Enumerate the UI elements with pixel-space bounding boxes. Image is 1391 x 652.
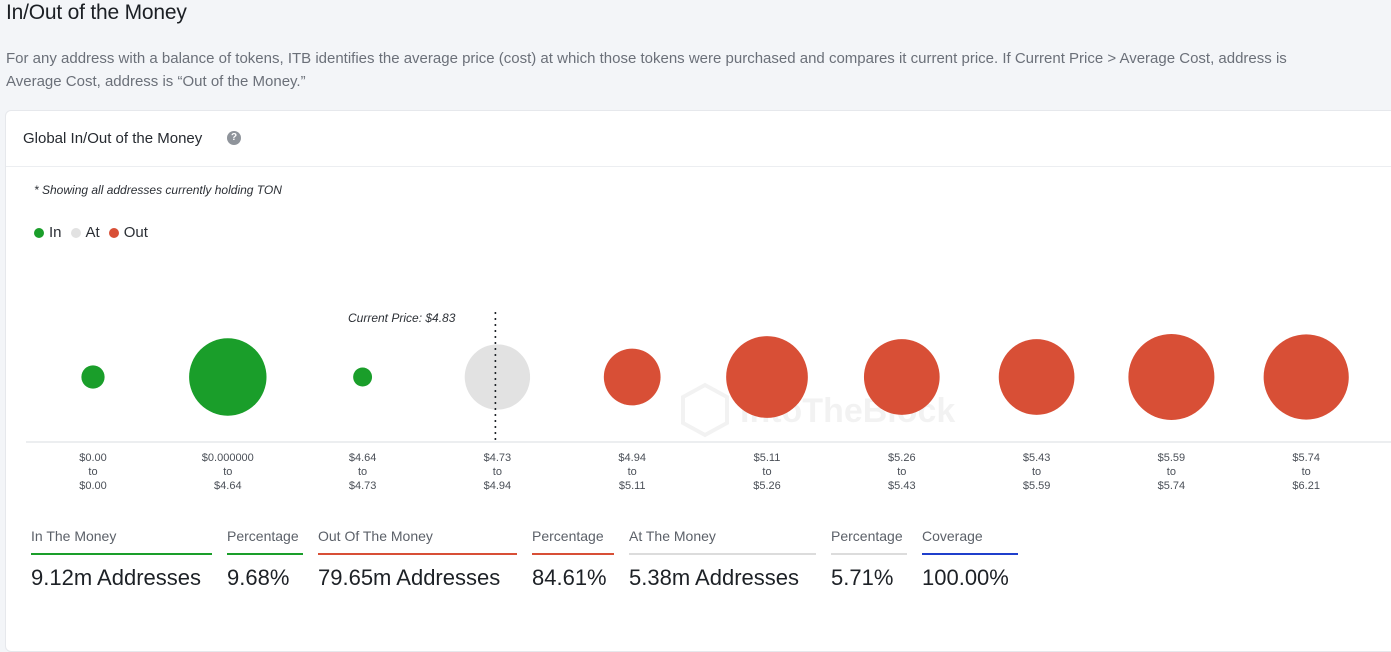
stat-value: 5.71% bbox=[831, 565, 894, 590]
stat-at-the-money: At The Money 5.38m Addresses bbox=[629, 528, 816, 591]
card-header: Global In/Out of the Money ? bbox=[6, 111, 1391, 167]
x-tick-label: $5.59 bbox=[1023, 480, 1051, 492]
stat-value: 100.00% bbox=[922, 565, 1009, 590]
description-line-1: For any address with a balance of tokens… bbox=[6, 50, 1287, 67]
x-tick-label: $5.11 bbox=[754, 452, 781, 464]
x-tick-label: $0.000000 bbox=[202, 452, 254, 464]
x-tick-label: to bbox=[358, 466, 367, 478]
legend-label-in: In bbox=[49, 224, 62, 241]
stat-value: 84.61% bbox=[532, 565, 607, 590]
legend-item-out[interactable]: Out bbox=[108, 224, 148, 241]
x-tick-label: $0.00 bbox=[79, 480, 107, 492]
x-tick-label: to bbox=[897, 466, 906, 478]
x-tick-label: to bbox=[223, 466, 232, 478]
x-tick-label: $6.21 bbox=[1292, 480, 1320, 492]
bubble-out[interactable] bbox=[1263, 334, 1349, 420]
stat-label: Percentage bbox=[831, 528, 907, 555]
current-price-label: Current Price: $4.83 bbox=[348, 311, 456, 325]
legend-dot-in bbox=[34, 227, 44, 238]
bubble-out[interactable] bbox=[998, 339, 1075, 415]
stat-value: 9.68% bbox=[227, 565, 290, 590]
x-tick-label: $0.00 bbox=[79, 452, 107, 464]
legend-item-in[interactable]: In bbox=[34, 224, 62, 241]
chart-legend: In At Out bbox=[34, 224, 157, 241]
x-tick-label: to bbox=[88, 466, 97, 478]
bubble-out[interactable] bbox=[603, 348, 661, 406]
stat-label: At The Money bbox=[629, 528, 816, 555]
x-tick-label: $4.73 bbox=[484, 452, 512, 464]
stat-label: Percentage bbox=[532, 528, 614, 555]
x-tick-label: $5.26 bbox=[888, 452, 916, 464]
x-tick-label: to bbox=[1032, 466, 1041, 478]
x-tick-label: $4.64 bbox=[349, 452, 377, 464]
x-tick-label: $5.11 bbox=[619, 480, 646, 492]
bubble-out[interactable] bbox=[863, 339, 940, 415]
stat-out-percentage: Percentage 84.61% bbox=[532, 528, 614, 591]
page-title: In/Out of the Money bbox=[6, 1, 187, 24]
legend-label-at: At bbox=[85, 224, 100, 241]
x-tick-label: $5.74 bbox=[1158, 480, 1186, 492]
stat-label: Coverage bbox=[922, 528, 1018, 555]
bubble-in[interactable] bbox=[81, 365, 105, 389]
bubble-in[interactable] bbox=[189, 338, 267, 416]
stat-in-the-money: In The Money 9.12m Addresses bbox=[31, 528, 212, 591]
x-tick-label: to bbox=[1167, 466, 1176, 478]
x-tick-label: $5.43 bbox=[888, 480, 916, 492]
x-tick-label: $5.26 bbox=[753, 480, 781, 492]
x-tick-label: $4.94 bbox=[484, 480, 512, 492]
bubble-out[interactable] bbox=[726, 336, 808, 418]
stat-value: 79.65m Addresses bbox=[318, 565, 501, 590]
x-tick-label: $5.59 bbox=[1158, 452, 1186, 464]
question-circle-icon[interactable]: ? bbox=[227, 131, 241, 145]
stat-in-percentage: Percentage 9.68% bbox=[227, 528, 303, 591]
page-description: For any address with a balance of tokens… bbox=[6, 47, 1391, 93]
stat-coverage: Coverage 100.00% bbox=[922, 528, 1018, 591]
card-title: Global In/Out of the Money bbox=[23, 130, 203, 147]
description-line-2: Average Cost, address is “Out of the Mon… bbox=[6, 73, 306, 90]
holding-note: * Showing all addresses currently holdin… bbox=[34, 183, 282, 197]
bubble-at[interactable] bbox=[464, 344, 531, 410]
bubble-in[interactable] bbox=[353, 367, 373, 387]
legend-label-out: Out bbox=[123, 224, 148, 241]
x-tick-label: to bbox=[1302, 466, 1311, 478]
legend-dot-out bbox=[108, 227, 119, 238]
watermark-logo-icon bbox=[681, 382, 729, 438]
stat-value: 5.38m Addresses bbox=[629, 565, 799, 590]
x-tick-label: $5.43 bbox=[1023, 452, 1051, 464]
x-tick-label: $5.74 bbox=[1292, 452, 1320, 464]
stat-value: 9.12m Addresses bbox=[31, 565, 201, 590]
legend-item-at[interactable]: At bbox=[70, 224, 100, 241]
x-tick-label: $4.73 bbox=[349, 480, 377, 492]
stat-label: Out Of The Money bbox=[318, 528, 517, 555]
x-tick-label: $4.64 bbox=[214, 480, 242, 492]
x-tick-label: to bbox=[493, 466, 502, 478]
x-tick-label: to bbox=[762, 466, 771, 478]
bubble-out[interactable] bbox=[1128, 334, 1215, 420]
x-tick-label: to bbox=[628, 466, 637, 478]
legend-dot-at bbox=[70, 227, 81, 238]
stat-at-percentage: Percentage 5.71% bbox=[831, 528, 907, 591]
x-tick-label: $4.94 bbox=[618, 452, 646, 464]
stat-label: Percentage bbox=[227, 528, 303, 555]
stat-label: In The Money bbox=[31, 528, 212, 555]
bubble-chart: IntoTheBlock$0.00to$0.00$0.000000to$4.64… bbox=[26, 311, 1391, 492]
stat-out-of-the-money: Out Of The Money 79.65m Addresses bbox=[318, 528, 517, 591]
